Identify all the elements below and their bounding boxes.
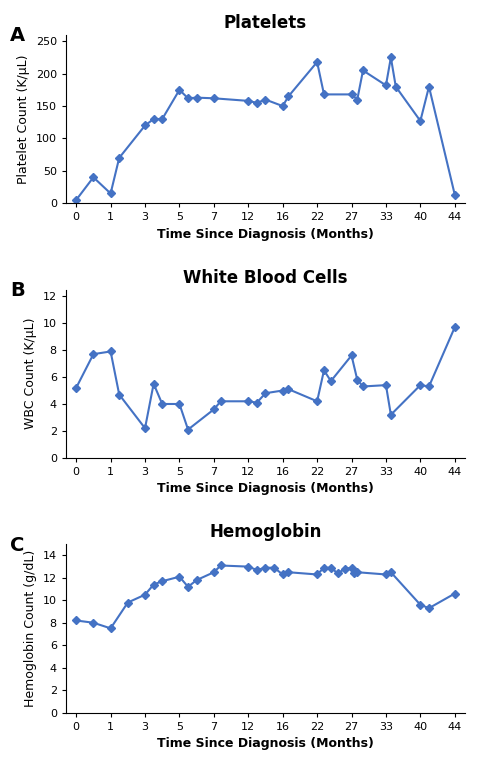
Y-axis label: Platelet Count (K/μL): Platelet Count (K/μL) — [17, 54, 30, 184]
Text: C: C — [10, 536, 24, 555]
X-axis label: Time Since Diagnosis (Months): Time Since Diagnosis (Months) — [157, 228, 374, 241]
Text: A: A — [10, 27, 25, 45]
Title: White Blood Cells: White Blood Cells — [183, 269, 348, 286]
X-axis label: Time Since Diagnosis (Months): Time Since Diagnosis (Months) — [157, 482, 374, 495]
Y-axis label: WBC Count (K/μL): WBC Count (K/μL) — [24, 318, 37, 429]
Title: Hemoglobin: Hemoglobin — [209, 523, 322, 541]
Y-axis label: Hemoglobin Count (g/dL): Hemoglobin Count (g/dL) — [24, 550, 37, 707]
Text: B: B — [10, 281, 25, 300]
Title: Platelets: Platelets — [224, 14, 307, 32]
X-axis label: Time Since Diagnosis (Months): Time Since Diagnosis (Months) — [157, 737, 374, 750]
